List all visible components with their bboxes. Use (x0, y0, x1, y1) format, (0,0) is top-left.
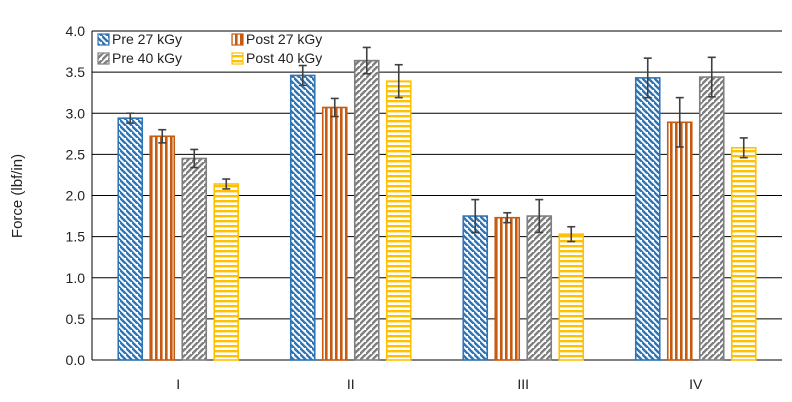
bar (462, 215, 489, 361)
x-tick-label: IV (689, 376, 703, 392)
bar (494, 216, 521, 361)
bar (213, 183, 240, 361)
y-tick-label: 1.5 (66, 229, 86, 245)
legend-label: Post 27 kGy (246, 31, 322, 47)
bar (698, 76, 725, 361)
y-axis-title: Force (lbf/in) (9, 154, 26, 238)
legend-label: Pre 40 kGy (112, 50, 182, 66)
legend-label: Pre 27 kGy (112, 31, 182, 47)
legend-swatch (97, 33, 110, 46)
legend-swatch (97, 52, 110, 65)
x-tick-label: II (347, 376, 355, 392)
legend: Pre 27 kGy Post 27 kGy Pre 40 kGy Post 40 k… (97, 31, 322, 66)
y-tick-label: 0.0 (66, 352, 86, 368)
bar (321, 106, 348, 361)
y-tick-label: 4.0 (66, 23, 86, 39)
y-tick-label: 3.5 (66, 64, 86, 80)
bars (117, 46, 757, 361)
y-tick-label: 1.0 (66, 270, 86, 286)
axes: 0.00.51.01.52.02.53.03.54.0I II III IV (66, 23, 703, 392)
legend-label: Post 40 kGy (246, 50, 322, 66)
y-tick-label: 2.0 (66, 188, 86, 204)
bar (558, 233, 585, 361)
bar (181, 157, 208, 361)
bar (289, 74, 316, 361)
y-tick-label: 3.0 (66, 105, 86, 121)
legend-swatch (231, 52, 244, 65)
x-tick-label: I (176, 376, 180, 392)
bar (149, 135, 176, 361)
legend-swatch (231, 33, 244, 46)
bar (634, 77, 661, 361)
y-tick-label: 2.5 (66, 146, 86, 162)
bar (666, 121, 693, 361)
x-tick-label: III (517, 376, 529, 392)
bar (730, 146, 757, 361)
bar (353, 59, 380, 361)
bar (117, 117, 144, 361)
bar (385, 80, 412, 361)
y-tick-label: 0.5 (66, 311, 86, 327)
bar (526, 215, 553, 361)
